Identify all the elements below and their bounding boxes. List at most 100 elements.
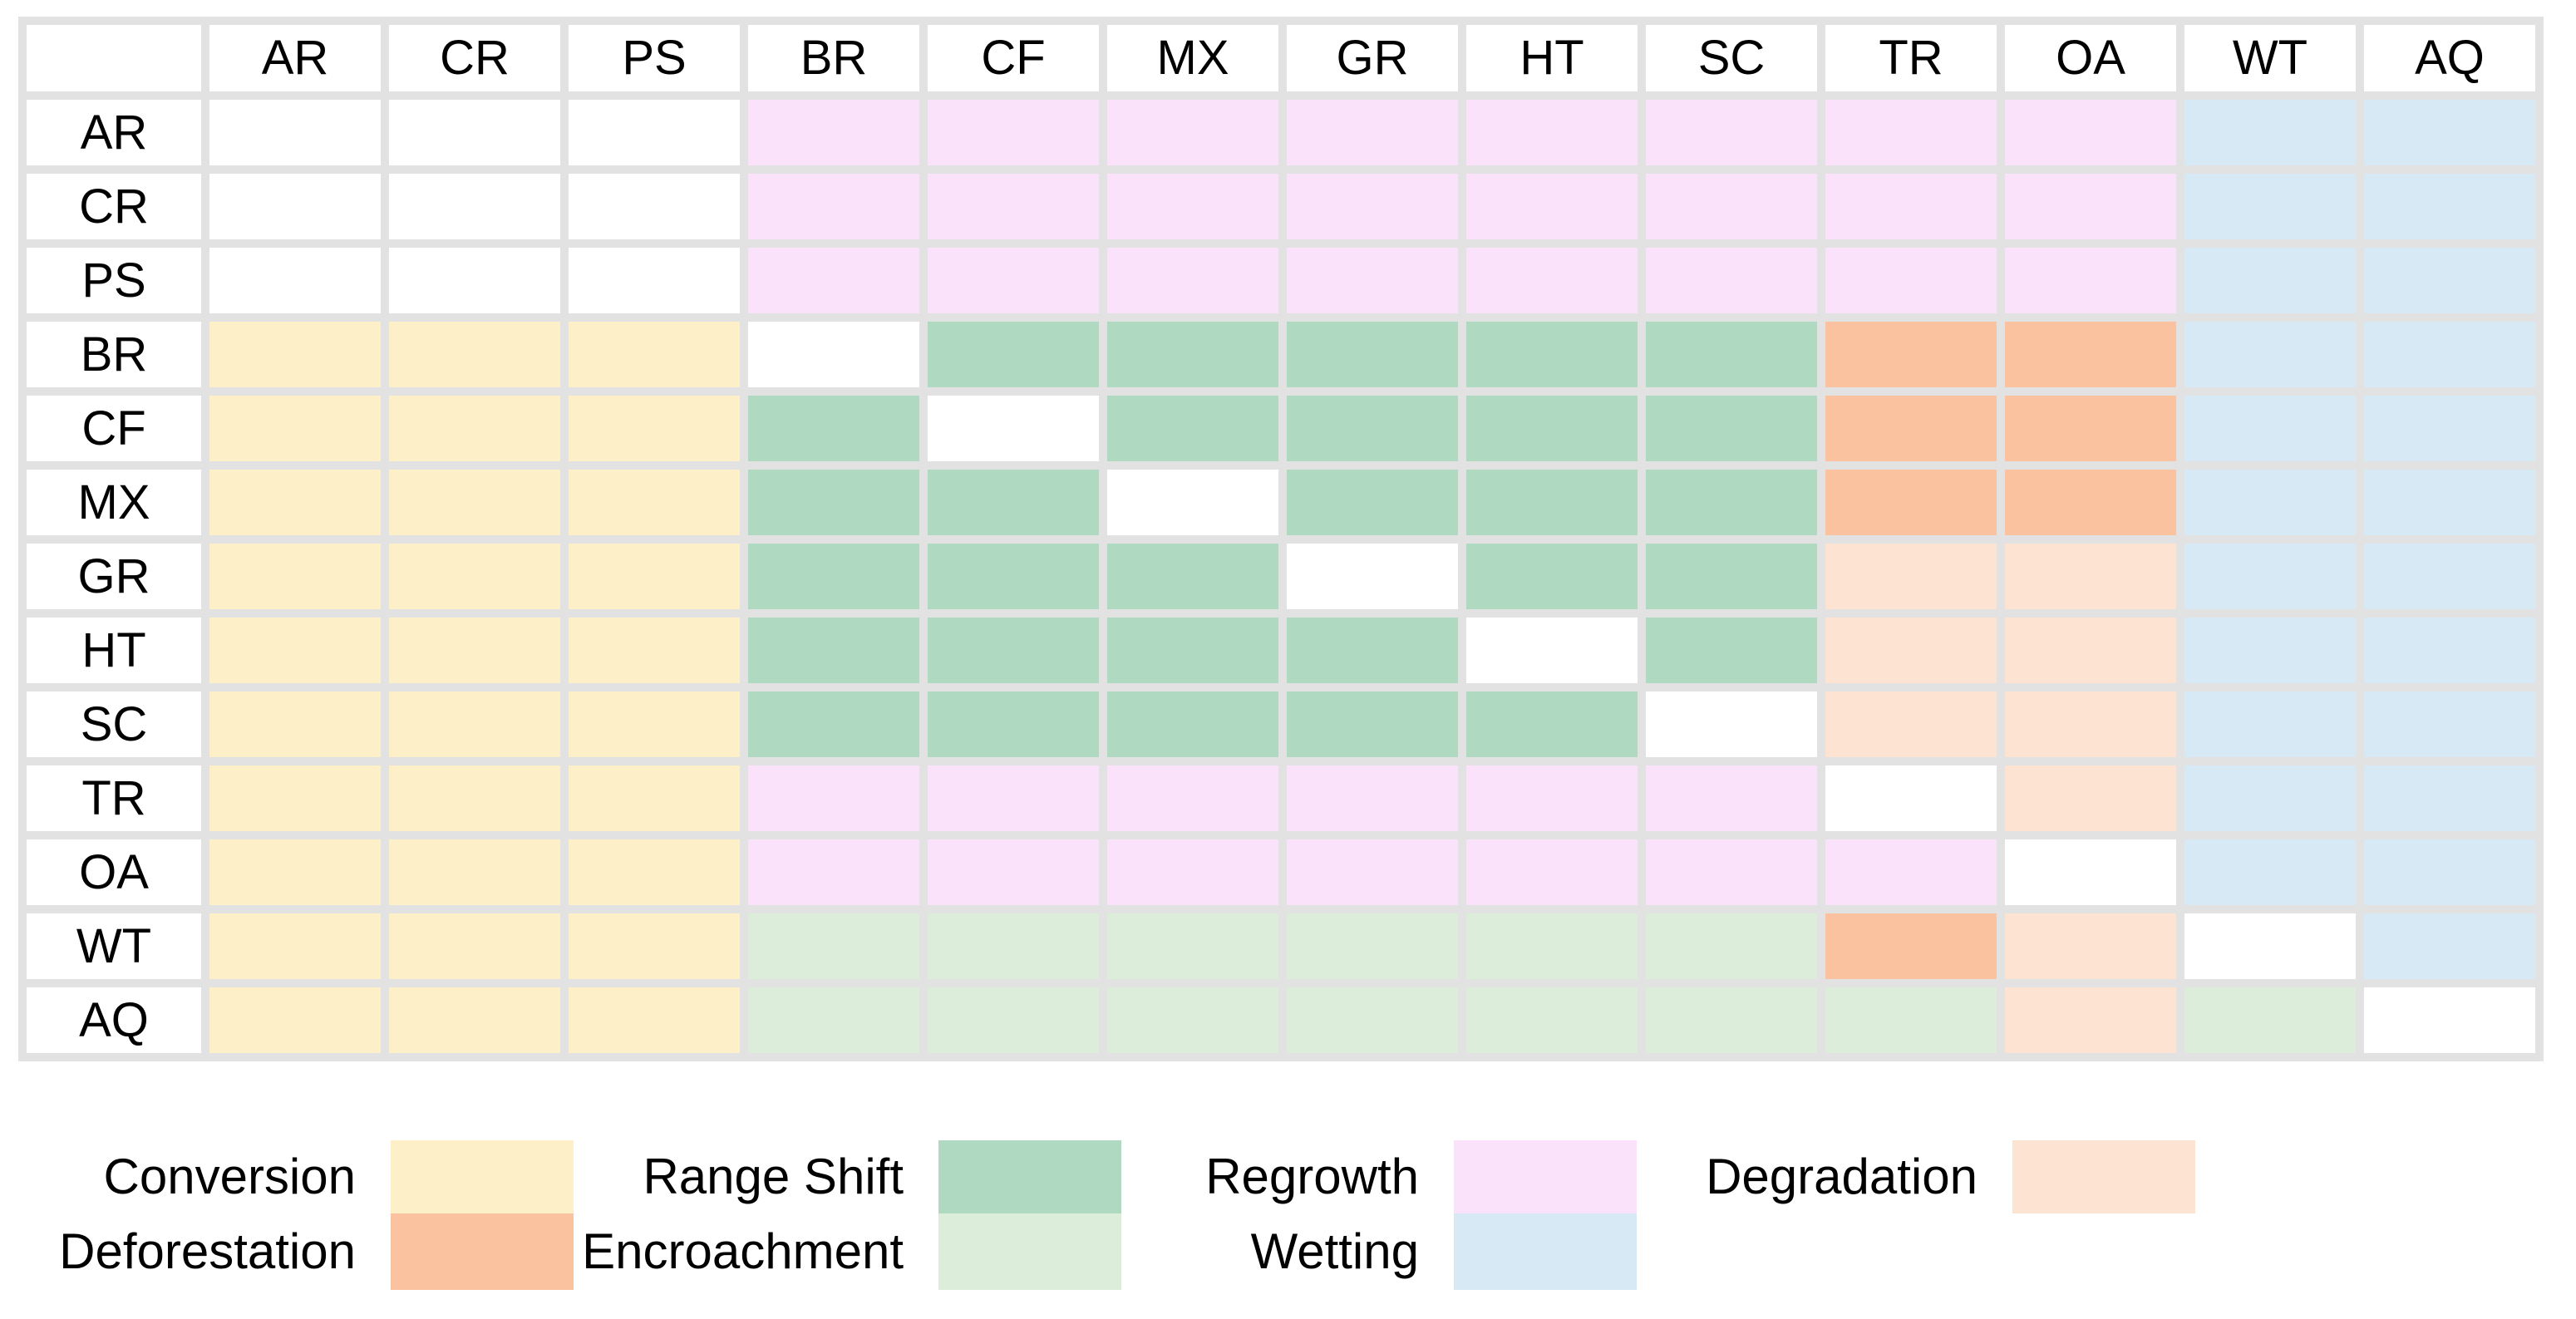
matrix-cell-SC-AR [209, 691, 381, 757]
legend-swatch-en [938, 1213, 1121, 1290]
matrix-row-label-SC: SC [27, 691, 201, 757]
matrix-cell-HT-PS [569, 618, 740, 683]
matrix-cell-MX-CF [928, 470, 1099, 535]
matrix-cell-HT-CR [389, 618, 560, 683]
matrix-cell-WT-SC [1646, 913, 1817, 979]
matrix-cell-BR-AQ [2364, 322, 2535, 387]
legend-label-we: Wetting [1250, 1223, 1419, 1279]
matrix-cell-SC-CR [389, 691, 560, 757]
matrix-cell-PS-SC [1646, 248, 1817, 313]
matrix-cell-PS-HT [1466, 248, 1638, 313]
matrix-cell-SC-TR [1825, 691, 1997, 757]
matrix-cell-CF-SC [1646, 396, 1817, 461]
matrix-cell-AR-BR [748, 100, 919, 165]
matrix-cell-OA-AR [209, 839, 381, 905]
matrix-cell-TR-WT [2184, 765, 2356, 831]
matrix-cell-CR-AQ [2364, 174, 2535, 239]
matrix-cell-TR-AQ [2364, 765, 2535, 831]
matrix-cell-AQ-AR [209, 987, 381, 1053]
matrix-row-label-BR: BR [27, 322, 201, 387]
matrix-cell-AR-GR [1287, 100, 1458, 165]
matrix-cell-GR-BR [748, 544, 919, 609]
matrix-cell-PS-GR [1287, 248, 1458, 313]
matrix-cell-SC-PS [569, 691, 740, 757]
matrix-cell-CF-TR [1825, 396, 1997, 461]
legend-label-rs: Range Shift [643, 1149, 904, 1204]
matrix-cell-HT-GR [1287, 618, 1458, 683]
matrix-cell-CR-MX [1107, 174, 1278, 239]
matrix-corner-cell [27, 25, 201, 91]
matrix-cell-MX-MX [1107, 470, 1278, 535]
matrix-cell-PS-WT [2184, 248, 2356, 313]
matrix-cell-CR-PS [569, 174, 740, 239]
matrix-cell-BR-WT [2184, 322, 2356, 387]
matrix-cell-OA-TR [1825, 839, 1997, 905]
matrix-cell-PS-MX [1107, 248, 1278, 313]
matrix-cell-SC-HT [1466, 691, 1638, 757]
matrix-cell-OA-MX [1107, 839, 1278, 905]
matrix-cell-TR-CF [928, 765, 1099, 831]
matrix-cell-AR-SC [1646, 100, 1817, 165]
matrix-cell-TR-PS [569, 765, 740, 831]
matrix-row-label-MX: MX [27, 470, 201, 535]
matrix-cell-MX-TR [1825, 470, 1997, 535]
matrix-cell-MX-AQ [2364, 470, 2535, 535]
matrix-cell-OA-CR [389, 839, 560, 905]
matrix-cell-MX-AR [209, 470, 381, 535]
matrix-cell-GR-CF [928, 544, 1099, 609]
matrix-cell-TR-MX [1107, 765, 1278, 831]
matrix-column-header-SC: SC [1646, 25, 1817, 91]
legend-label-cv: Conversion [103, 1149, 357, 1204]
matrix-cell-HT-MX [1107, 618, 1278, 683]
matrix-column-header-GR: GR [1287, 25, 1458, 91]
matrix-row-label-CR: CR [27, 174, 201, 239]
matrix-cell-WT-OA [2005, 913, 2176, 979]
matrix-cell-WT-CR [389, 913, 560, 979]
matrix-cell-PS-AR [209, 248, 381, 313]
matrix-column-header-BR: BR [748, 25, 919, 91]
matrix-cell-SC-GR [1287, 691, 1458, 757]
matrix-cell-GR-AQ [2364, 544, 2535, 609]
legend-swatch-rs [938, 1140, 1121, 1213]
matrix-cell-CF-HT [1466, 396, 1638, 461]
matrix-cell-SC-CF [928, 691, 1099, 757]
matrix-cell-HT-BR [748, 618, 919, 683]
matrix-cell-BR-BR [748, 322, 919, 387]
matrix-cell-GR-GR [1287, 544, 1458, 609]
matrix-cell-SC-AQ [2364, 691, 2535, 757]
matrix-cell-SC-OA [2005, 691, 2176, 757]
matrix-cell-CR-TR [1825, 174, 1997, 239]
matrix-cell-GR-MX [1107, 544, 1278, 609]
matrix-cell-TR-OA [2005, 765, 2176, 831]
matrix-cell-CR-BR [748, 174, 919, 239]
matrix-column-header-OA: OA [2005, 25, 2176, 91]
matrix-cell-CF-MX [1107, 396, 1278, 461]
matrix-cell-AQ-MX [1107, 987, 1278, 1053]
matrix-cell-MX-PS [569, 470, 740, 535]
matrix-row-label-AR: AR [27, 100, 201, 165]
matrix-cell-MX-WT [2184, 470, 2356, 535]
matrix-cell-AQ-WT [2184, 987, 2356, 1053]
legend-swatch-dg [2012, 1140, 2195, 1213]
matrix-cell-SC-MX [1107, 691, 1278, 757]
matrix-cell-WT-AR [209, 913, 381, 979]
matrix-cell-AR-PS [569, 100, 740, 165]
matrix-cell-OA-GR [1287, 839, 1458, 905]
matrix-cell-WT-TR [1825, 913, 1997, 979]
matrix-cell-CF-OA [2005, 396, 2176, 461]
matrix-cell-HT-TR [1825, 618, 1997, 683]
matrix-cell-SC-SC [1646, 691, 1817, 757]
matrix-cell-AR-AQ [2364, 100, 2535, 165]
matrix-cell-TR-HT [1466, 765, 1638, 831]
matrix-cell-CR-AR [209, 174, 381, 239]
matrix-row-label-CF: CF [27, 396, 201, 461]
matrix-column-header-CF: CF [928, 25, 1099, 91]
matrix-cell-SC-WT [2184, 691, 2356, 757]
matrix-cell-CR-CF [928, 174, 1099, 239]
legend-swatch-rg [1454, 1140, 1637, 1213]
matrix-cell-WT-MX [1107, 913, 1278, 979]
matrix-cell-AR-CF [928, 100, 1099, 165]
matrix-cell-CF-CF [928, 396, 1099, 461]
matrix-cell-CR-OA [2005, 174, 2176, 239]
